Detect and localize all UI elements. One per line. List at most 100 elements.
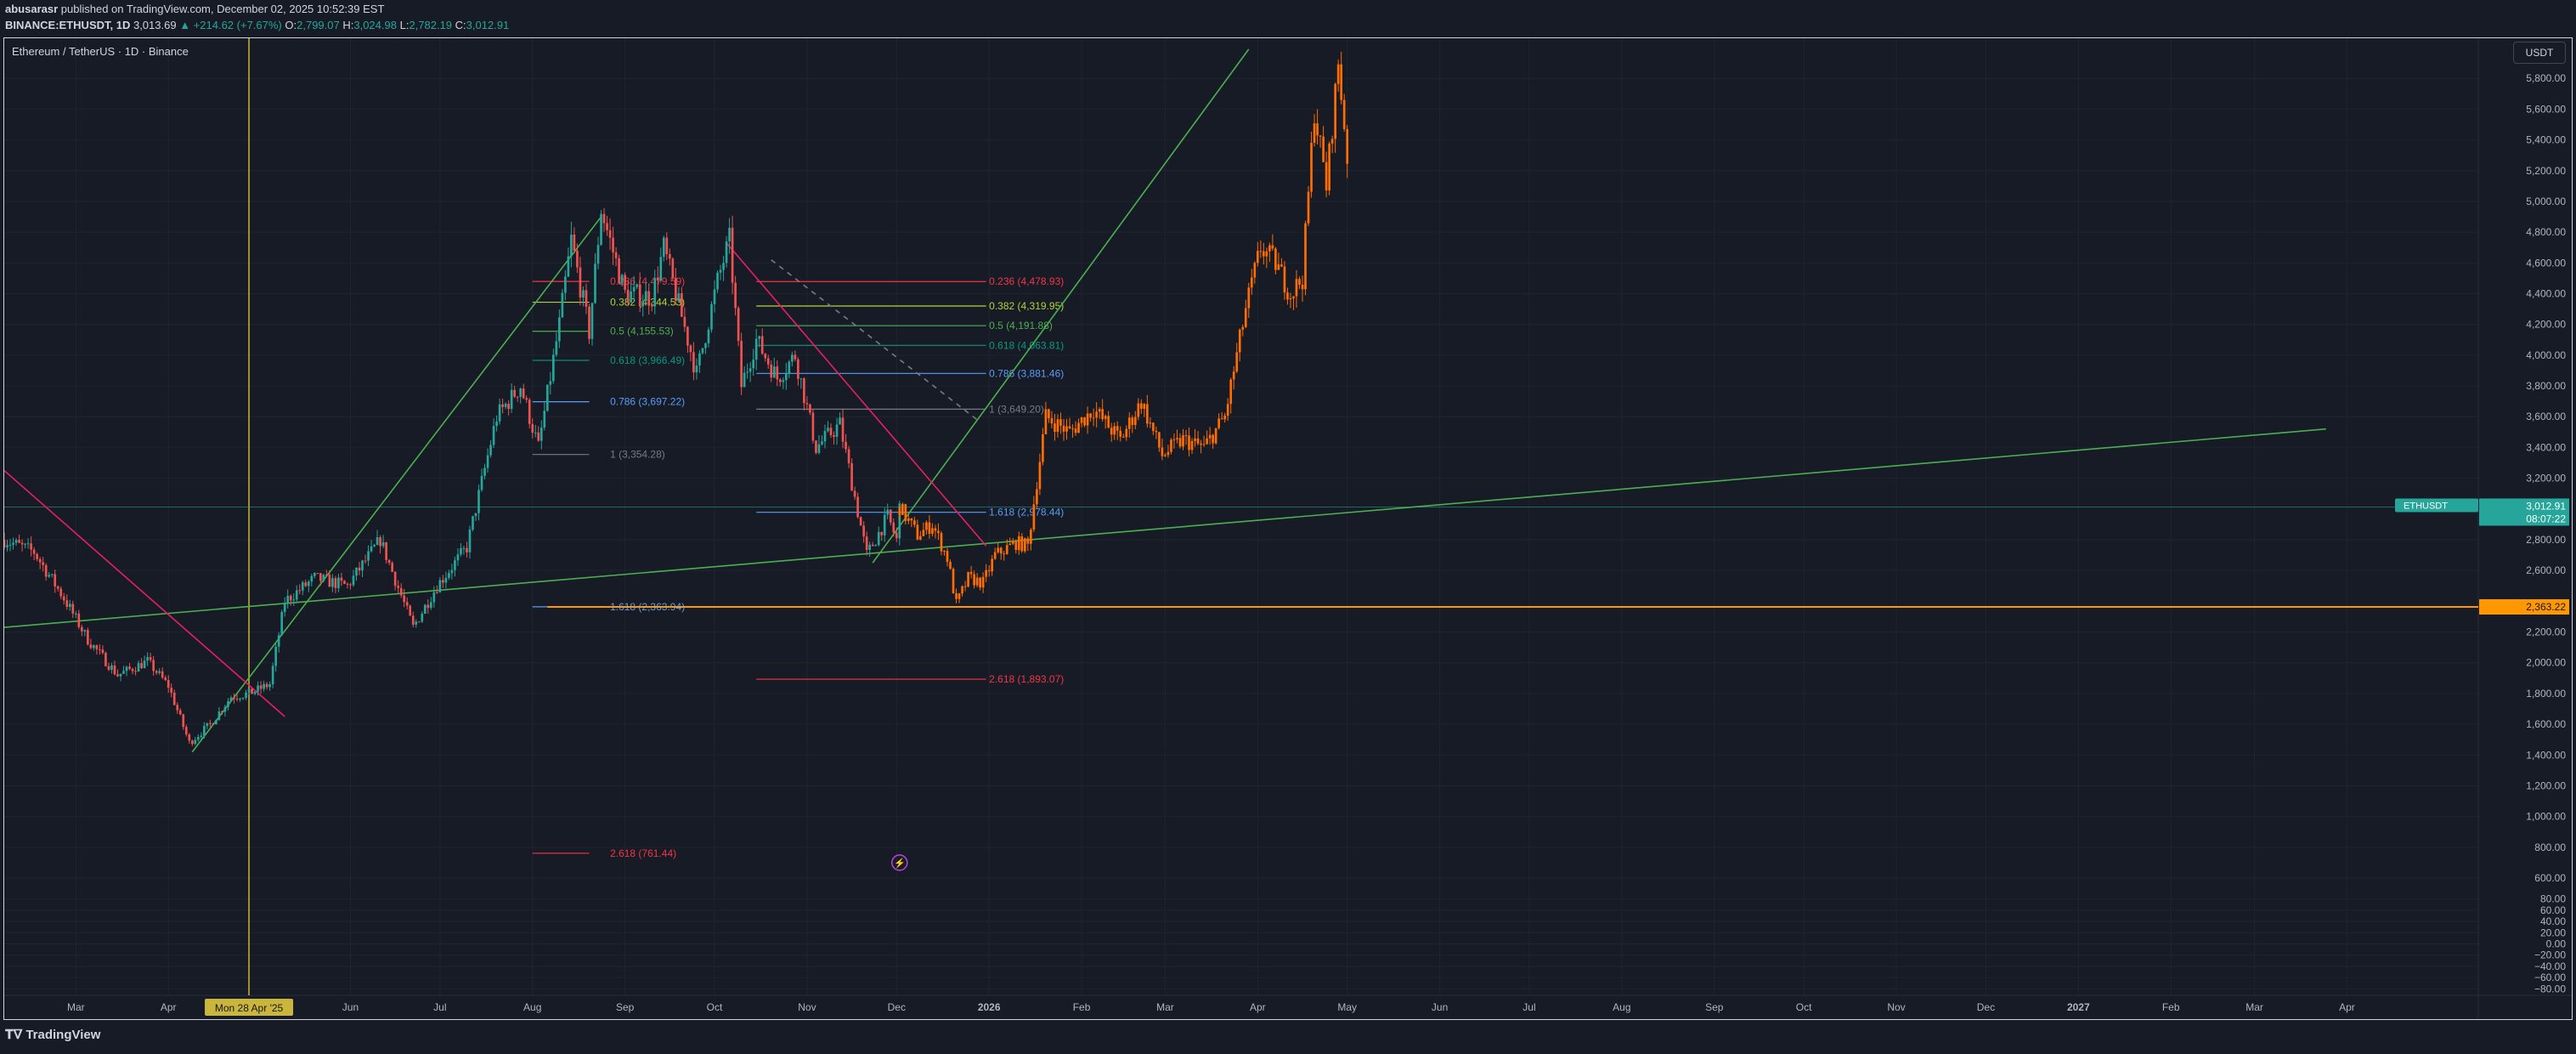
projection-candle-body — [1232, 371, 1235, 380]
tradingview-logo[interactable]: 𝐓∇ TradingView — [5, 1028, 100, 1042]
candle-body — [817, 444, 821, 453]
candle-body — [579, 267, 582, 298]
projection-candle-body — [1244, 308, 1247, 327]
candle-body — [492, 426, 495, 445]
time-axis[interactable]: Mar Apr Jun Jul Aug Sep Oct Nov Dec 2026 Feb Mar Apr… — [67, 999, 2355, 1016]
projection-candle-body — [1316, 123, 1319, 136]
candle-body — [68, 604, 71, 607]
candle-body — [239, 698, 241, 700]
projection-candle-body — [919, 536, 922, 540]
projection-candle-body — [1235, 352, 1239, 372]
candle-body — [59, 588, 63, 597]
projection-candle-body — [1184, 435, 1188, 437]
candle-body — [364, 560, 367, 562]
candle-body — [227, 701, 229, 707]
currency-button[interactable]: USDT — [2513, 42, 2566, 64]
projection-candle-body — [1095, 411, 1098, 418]
projection-candle-body — [1301, 284, 1304, 290]
candle-body — [483, 468, 486, 476]
projection-candle-body — [1176, 438, 1178, 439]
price-tick-label: −20.00 — [2534, 949, 2566, 961]
price-tick-label: 3,800.00 — [2526, 380, 2566, 392]
candle-body — [868, 544, 872, 550]
candle-body — [235, 698, 239, 700]
candle-body — [689, 345, 692, 353]
time-tick-label: Jun — [342, 1001, 359, 1013]
projection-candle-body — [1086, 413, 1089, 426]
candle-body — [588, 306, 590, 339]
price-tick-label: 4,000.00 — [2526, 349, 2566, 361]
candle-body — [692, 352, 695, 373]
author-name[interactable]: abusarasr — [5, 3, 59, 15]
event-marker[interactable] — [891, 854, 908, 871]
fib-right-level-label: 0.382 (4,319.95) — [989, 300, 1064, 312]
projection-candle-body — [1014, 541, 1018, 551]
candle-body — [650, 305, 653, 307]
candle-body — [522, 388, 525, 399]
candle-body — [337, 577, 340, 588]
projection-candle-body — [1196, 438, 1200, 444]
candle-body — [436, 592, 438, 593]
candle-body — [892, 522, 895, 533]
candle-body — [534, 432, 537, 434]
trendline[interactable] — [191, 216, 602, 753]
projection-candle-body — [922, 530, 925, 536]
candle-body — [381, 541, 385, 547]
projection-candle-body — [934, 528, 937, 531]
projection-candle-body — [1092, 417, 1095, 419]
candle-body — [38, 558, 42, 563]
trendline[interactable] — [4, 469, 285, 717]
projection-candle-body — [1229, 379, 1233, 405]
candle-body — [686, 326, 689, 346]
candle-body — [352, 575, 355, 586]
bar-countdown-label: 08:07:22 — [2526, 513, 2566, 524]
candle-body — [504, 404, 507, 407]
candle-body — [758, 336, 761, 339]
candle-body — [644, 291, 647, 302]
fib-retracements[interactable]: 0.236 (4,479.59) 0.382 (4,344.53) 0.5 (4,1… — [532, 275, 1065, 859]
candle-body — [379, 537, 381, 547]
projection-candle-body — [991, 558, 994, 572]
price-tick-label: 2,600.00 — [2526, 564, 2566, 576]
candle-body — [268, 684, 271, 688]
candle-body — [206, 722, 209, 727]
price-chart[interactable]: 0.236 (4,479.59) 0.382 (4,344.53) 0.5 (4,1… — [4, 38, 2572, 1019]
candle-body — [93, 645, 95, 649]
candle-body — [411, 615, 415, 625]
chart-header: abusarasr published on TradingView.com, … — [0, 0, 2576, 37]
candle-body — [874, 545, 878, 547]
candle-body — [675, 278, 677, 301]
projection-candle-body — [1253, 263, 1257, 278]
projection-candle-body — [937, 530, 940, 534]
candle-body — [158, 671, 161, 673]
price-axis[interactable]: 5,800.00 5,600.00 5,400.00 5,200.00 5,000.00… — [2526, 72, 2566, 994]
trendline[interactable] — [872, 48, 1250, 564]
time-tick-label: Mar — [67, 1001, 85, 1013]
projection-candle-body — [1110, 428, 1113, 435]
fib-right-level-label: 0.618 (4,063.81) — [989, 339, 1064, 351]
candle-body — [263, 683, 265, 689]
candle-body — [376, 537, 379, 546]
projection-candle-body — [1241, 326, 1245, 330]
candle-body — [50, 574, 54, 575]
price-tick-label: −40.00 — [2534, 960, 2566, 972]
trendlines[interactable] — [4, 48, 2478, 753]
candle-body — [662, 237, 665, 258]
trendline[interactable] — [771, 259, 978, 421]
projection-candle-body — [981, 576, 985, 588]
time-tick-label: Jul — [433, 1001, 446, 1013]
candle-body — [271, 666, 274, 685]
candle-body — [466, 547, 468, 552]
trendline[interactable] — [726, 242, 987, 547]
candle-body — [850, 463, 853, 491]
candle-body — [99, 649, 101, 650]
projection-candle-body — [1182, 435, 1184, 447]
projection-candle-body — [916, 524, 919, 540]
projection-candle-body — [1020, 536, 1024, 552]
projection-candle-body — [1017, 536, 1020, 551]
candle-body — [797, 359, 799, 379]
candle-body — [794, 354, 797, 360]
candle-body — [257, 685, 259, 692]
trendline[interactable] — [4, 428, 2326, 628]
candle-body — [143, 660, 146, 669]
